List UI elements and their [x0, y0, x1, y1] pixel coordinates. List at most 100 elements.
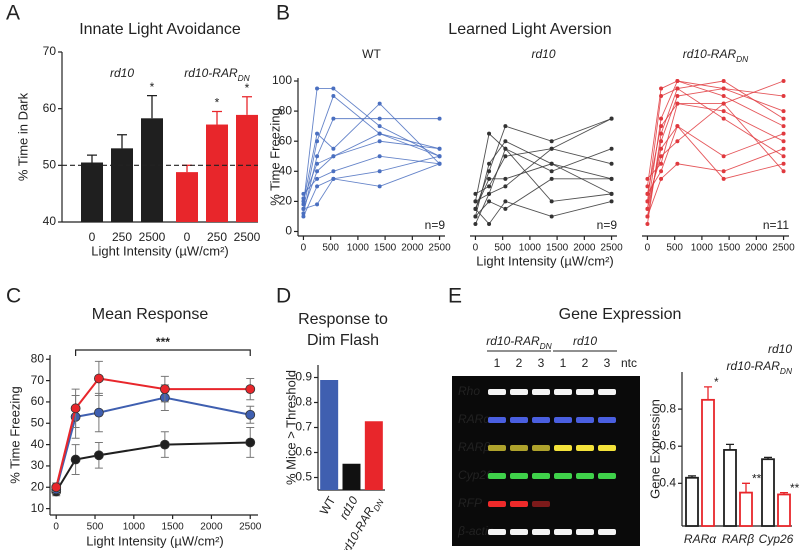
error-bar [688, 475, 696, 478]
gel-band [576, 445, 594, 451]
y-tick-label: 0.7 [295, 420, 312, 434]
mouse-line [303, 118, 440, 214]
gene-label: Rho [458, 384, 480, 398]
error-bar [182, 164, 192, 173]
mouse-point [487, 169, 492, 174]
significance: * [150, 80, 155, 94]
significance-bracket [75, 349, 251, 356]
x-tick-label: WT [317, 494, 339, 518]
x-tick-label: 0 [89, 230, 96, 244]
bar [342, 463, 361, 490]
gene-label: RARα [458, 412, 491, 426]
x-tick-label: 2500 [772, 243, 795, 254]
y-tick-label: 50 [43, 158, 57, 172]
x-tick-label: 1000 [519, 243, 542, 254]
bar [685, 476, 699, 527]
x-tick-label: 250 [207, 230, 227, 244]
mouse-point [609, 191, 614, 196]
y-tick-label: 0.6 [659, 438, 676, 452]
y-axis-label: % Mice > Threshold [283, 370, 298, 485]
mouse-point [721, 169, 726, 174]
x-tick-label: RARα [684, 532, 717, 546]
gel-band [510, 389, 528, 395]
mean-line [55, 441, 251, 493]
x-axis-label: Light Intensity (µW/cm²) [86, 533, 224, 548]
x-tick-label: 2500 [239, 522, 262, 533]
x-tick-label: 500 [494, 243, 511, 254]
mean-line [55, 377, 251, 488]
y-tick-label: 60 [279, 133, 293, 147]
mouse-point [645, 214, 650, 219]
section-title: Gene Expression [559, 306, 682, 323]
mouse-line [303, 163, 440, 210]
mouse-point [609, 161, 614, 166]
lane-label: 3 [604, 356, 611, 370]
mouse-point [659, 86, 664, 91]
gel-band [532, 389, 550, 395]
x-tick-label: 2000 [200, 522, 223, 533]
mouse-point [549, 146, 554, 151]
panel-letter: A [6, 2, 20, 25]
lane-label: 1 [560, 356, 567, 370]
mouse-line [475, 132, 612, 202]
mouse-point [487, 199, 492, 204]
gel-band [488, 389, 506, 395]
mean-point [70, 454, 81, 465]
mouse-point [503, 124, 508, 129]
mouse-point [659, 176, 664, 181]
mouse-point [645, 199, 650, 204]
lane-label: ntc [621, 356, 637, 370]
mean-point [93, 450, 104, 461]
mouse-point [377, 139, 382, 144]
subplot-name-main: rd10 [531, 47, 555, 61]
mean-point [51, 482, 62, 493]
gel-band [510, 445, 528, 451]
y-tick-label: 60 [31, 394, 45, 408]
gel-band [510, 417, 528, 423]
mouse-point [377, 184, 382, 189]
mouse-point [609, 176, 614, 181]
panel-letter: C [6, 285, 21, 308]
x-tick-label: 1000 [347, 243, 370, 254]
subplot-name: WT [362, 47, 381, 61]
mouse-point [781, 169, 786, 174]
gel-band [576, 389, 594, 395]
mouse-line [646, 80, 784, 187]
error-bar [764, 456, 772, 460]
x-tick-label: 2000 [401, 243, 424, 254]
y-tick-label: 40 [43, 214, 57, 228]
mouse-point [331, 146, 336, 151]
mouse-point [675, 101, 680, 106]
mouse-point [659, 161, 664, 166]
gel-band [598, 389, 616, 395]
mouse-point [503, 154, 508, 159]
panel-letter: E [448, 285, 462, 308]
x-tick-label: 1500 [546, 243, 569, 254]
y-tick-label: 50 [31, 415, 45, 429]
x-tick-label: 2500 [600, 243, 623, 254]
legend-entry-main: rd10-RAR [727, 359, 781, 373]
mouse-point [721, 116, 726, 121]
mouse-point [549, 214, 554, 219]
legend-entry-main: rd10 [768, 342, 792, 356]
bar [236, 114, 258, 222]
mouse-point [377, 101, 382, 106]
gel-band [510, 473, 528, 479]
gel-band [532, 501, 550, 507]
mouse-point [473, 214, 478, 219]
gel-band [598, 417, 616, 423]
x-tick-label: 2500 [139, 230, 166, 244]
y-tick-label: 0.8 [295, 395, 312, 409]
bar [111, 148, 133, 222]
gene-label: RARβ [458, 440, 490, 454]
mouse-point [487, 131, 492, 136]
mouse-point [781, 154, 786, 159]
n-label: n=9 [597, 218, 618, 232]
mouse-point [645, 221, 650, 226]
gel-band [532, 417, 550, 423]
legend-entry: rd10-RARDN [727, 359, 793, 376]
significance: ** [752, 471, 762, 485]
lane-group-label-subscript: DN [540, 341, 553, 351]
y-axis-label: % Time in Dark [15, 92, 30, 181]
